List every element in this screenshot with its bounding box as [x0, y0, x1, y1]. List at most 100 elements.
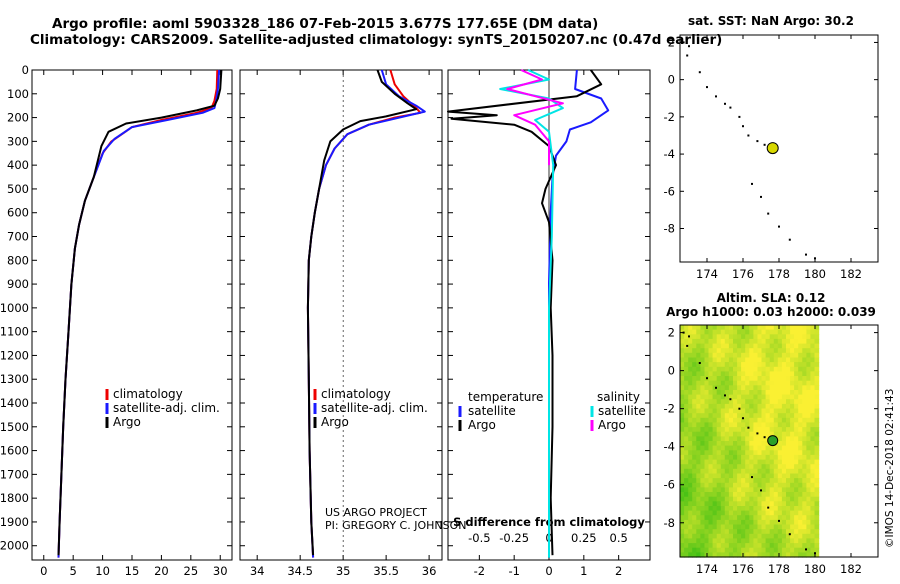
sla-heatmap-cell	[704, 380, 710, 386]
sla-heatmap-cell	[716, 543, 722, 549]
sla-heatmap-cell	[802, 496, 807, 502]
sla-heatmap-cell	[798, 506, 803, 512]
sla-heatmap-cell	[741, 376, 746, 382]
sla-heatmap-cell	[688, 390, 693, 396]
sla-heatmap-cell	[708, 380, 714, 386]
sla-heatmap-cell	[692, 403, 697, 410]
sla-heatmap-cell	[790, 348, 795, 354]
sla-heatmap-cell	[745, 376, 750, 382]
sla-heatmap-cell	[765, 515, 771, 521]
sla-heatmap-cell	[728, 366, 734, 372]
sla-heatmap-cell	[700, 366, 706, 372]
map-sst-xtick-label: 180	[804, 267, 826, 281]
sla-heatmap-cell	[757, 394, 763, 400]
sla-heatmap-cell	[814, 445, 820, 451]
sla-heatmap-cell	[712, 515, 718, 521]
sla-heatmap-cell	[680, 441, 685, 447]
sla-heatmap-cell	[680, 343, 685, 349]
sla-heatmap-cell	[810, 529, 816, 535]
sla-heatmap-cell	[745, 413, 750, 419]
sla-heatmap-cell	[688, 468, 693, 474]
sla-heatmap-cell	[753, 538, 759, 544]
sla-heatmap-cell	[737, 543, 742, 549]
temperature-series-argo	[57, 69, 223, 556]
sla-heatmap-cell	[696, 403, 701, 410]
sla-heatmap-cell	[745, 524, 750, 530]
sla-heatmap-cell	[724, 343, 730, 349]
sla-heatmap-cell	[733, 436, 738, 442]
sla-heatmap-cell	[806, 543, 812, 549]
sla-heatmap-cell	[716, 501, 722, 507]
sla-heatmap-cell	[680, 348, 685, 354]
sla-heatmap-cell	[737, 385, 742, 391]
sla-heatmap-cell	[798, 501, 803, 507]
sla-heatmap-cell	[794, 413, 799, 419]
differences-xtick-label: 1	[580, 564, 587, 578]
sla-heatmap-cell	[794, 482, 799, 488]
depth-tick-label: 200	[7, 111, 29, 125]
sla-heatmap-cell	[761, 376, 767, 382]
differences-xtick-label: 2	[615, 564, 622, 578]
sla-heatmap-cell	[749, 445, 754, 451]
sla-heatmap-cell	[688, 478, 693, 484]
sla-heatmap-cell	[745, 371, 750, 377]
sla-heatmap-cell	[684, 431, 689, 437]
sla-heatmap-cell	[700, 385, 706, 391]
sla-heatmap-cell	[745, 362, 750, 368]
sla-heatmap-cell	[688, 501, 693, 507]
sla-heatmap-cell	[786, 403, 791, 410]
sla-heatmap-cell	[765, 445, 771, 451]
sla-heatmap-cell	[720, 357, 726, 363]
sla-heatmap-cell	[696, 445, 701, 451]
sla-heatmap-cell	[745, 431, 750, 437]
sla-heatmap-cell	[814, 422, 820, 428]
sla-heatmap-cell	[810, 399, 816, 405]
sla-heatmap-cell	[724, 348, 730, 354]
sla-heatmap-cell	[737, 519, 742, 526]
salinity-xtick-label: 35.5	[373, 564, 399, 578]
sla-heatmap-cell	[798, 510, 803, 516]
sla-heatmap-cell	[733, 408, 738, 414]
sla-heatmap-cell	[765, 329, 771, 335]
sla-heatmap-cell	[720, 487, 726, 493]
sla-heatmap-cell	[696, 459, 701, 465]
sla-heatmap-cell	[692, 487, 697, 493]
map-sst-ytick-label: -8	[664, 222, 675, 236]
sla-heatmap-cell	[680, 468, 685, 474]
sla-heatmap-cell	[781, 422, 787, 428]
sla-heatmap-cell	[708, 538, 714, 544]
sla-heatmap-cell	[696, 482, 701, 488]
sla-heatmap-cell	[786, 538, 791, 544]
sla-heatmap-cell	[794, 343, 799, 349]
sla-heatmap-cell	[781, 515, 787, 521]
sla-heatmap-cell	[757, 501, 763, 507]
sla-heatmap-cell	[728, 380, 734, 386]
sla-heatmap-cell	[684, 390, 689, 396]
sla-heatmap-cell	[798, 334, 803, 340]
map-sst-profile-marker	[766, 142, 779, 155]
sla-heatmap-cell	[757, 422, 763, 428]
sla-heatmap-cell	[737, 533, 742, 539]
sla-heatmap-cell	[802, 385, 807, 391]
map-sst-track-point	[715, 95, 717, 98]
sla-heatmap-cell	[757, 403, 763, 410]
sla-heatmap-cell	[712, 394, 718, 400]
sla-heatmap-cell	[802, 422, 807, 428]
sla-heatmap-cell	[724, 547, 730, 553]
sla-heatmap-cell	[802, 533, 807, 539]
sla-heatmap-cell	[753, 366, 759, 372]
sla-heatmap-cell	[704, 473, 710, 479]
sla-heatmap-cell	[700, 524, 706, 530]
sla-heatmap-cell	[741, 357, 746, 363]
depth-tick-label: 1800	[0, 491, 29, 505]
sla-heatmap-cell	[696, 501, 701, 507]
sla-heatmap-cell	[798, 408, 803, 414]
sla-heatmap-cell	[790, 376, 795, 382]
sla-heatmap-cell	[810, 482, 816, 488]
sla-heatmap-cell	[798, 343, 803, 349]
sla-heatmap-cell	[684, 464, 689, 470]
sla-heatmap-cell	[712, 496, 718, 502]
sla-heatmap-cell	[802, 366, 807, 372]
sla-heatmap-cell	[704, 492, 710, 498]
sla-heatmap-cell	[806, 366, 812, 372]
